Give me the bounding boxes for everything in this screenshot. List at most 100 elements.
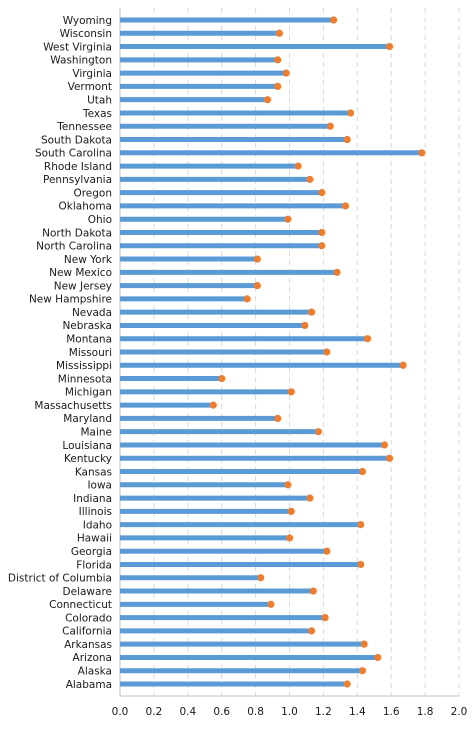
point-rhode-island: [294, 162, 302, 170]
x-tick-label: 1.0: [281, 706, 298, 718]
category-label-hawaii: Hawaii: [77, 533, 112, 545]
category-label-indiana: Indiana: [73, 493, 112, 505]
category-label-arizona: Arizona: [73, 652, 112, 664]
category-label-new-jersey: New Jersey: [54, 280, 112, 292]
category-label-missouri: Missouri: [69, 347, 112, 359]
category-label-virginia: Virginia: [72, 68, 112, 80]
category-label-minnesota: Minnesota: [58, 373, 112, 385]
category-label-florida: Florida: [76, 559, 112, 571]
category-label-south-carolina: South Carolina: [35, 148, 112, 160]
category-label-tennessee: Tennessee: [56, 121, 112, 133]
point-new-mexico: [333, 268, 341, 276]
point-maryland: [274, 414, 282, 422]
category-label-california: California: [62, 626, 112, 638]
point-iowa: [284, 481, 292, 489]
point-connecticut: [267, 600, 275, 608]
category-label-utah: Utah: [87, 94, 112, 106]
x-tick-label: 1.6: [383, 706, 400, 718]
category-label-pennsylvania: Pennsylvania: [43, 174, 112, 186]
point-ohio: [284, 215, 292, 223]
category-label-vermont: Vermont: [68, 81, 112, 93]
point-north-dakota: [318, 228, 326, 237]
x-tick-label: 0.8: [247, 706, 264, 718]
point-idaho: [357, 521, 365, 529]
category-label-new-hampshire: New Hampshire: [29, 294, 112, 306]
category-label-texas: Texas: [82, 108, 112, 120]
point-california: [307, 627, 316, 635]
category-label-colorado: Colorado: [65, 612, 112, 624]
point-illinois: [287, 507, 295, 515]
category-label-iowa: Iowa: [87, 480, 112, 492]
category-label-montana: Montana: [66, 334, 112, 346]
point-hawaii: [285, 534, 294, 542]
category-label-delaware: Delaware: [63, 586, 112, 598]
point-louisiana: [380, 441, 389, 449]
point-kentucky: [385, 454, 394, 462]
category-label-alaska: Alaska: [78, 666, 112, 678]
category-label-maryland: Maryland: [63, 413, 112, 425]
point-kansas: [358, 467, 366, 476]
point-south-carolina: [418, 149, 426, 157]
category-label-georgia: Georgia: [71, 546, 112, 558]
category-label-illinois: Illinois: [79, 506, 112, 518]
point-michigan: [287, 388, 295, 396]
x-tick-label: 0.0: [112, 706, 129, 718]
category-label-nevada: Nevada: [72, 307, 112, 319]
point-georgia: [323, 547, 331, 555]
category-label-kansas: Kansas: [75, 466, 112, 478]
point-missouri: [323, 348, 331, 356]
point-oregon: [318, 189, 326, 197]
point-new-hampshire: [243, 295, 251, 303]
category-label-nebraska: Nebraska: [62, 320, 112, 332]
point-mississippi: [399, 361, 407, 369]
point-new-jersey: [253, 282, 261, 290]
x-tick-label: 1.4: [349, 706, 366, 718]
point-tennessee: [326, 122, 334, 130]
category-label-michigan: Michigan: [65, 387, 112, 399]
point-maine: [314, 428, 322, 436]
point-florida: [357, 560, 365, 569]
category-label-wyoming: Wyoming: [63, 15, 112, 27]
category-label-connecticut: Connecticut: [49, 599, 112, 611]
category-label-wisconsin: Wisconsin: [60, 28, 112, 40]
x-tick-label: 0.2: [146, 706, 163, 718]
point-washington: [274, 56, 282, 64]
point-alaska: [358, 667, 366, 675]
category-label-massachusetts: Massachusetts: [34, 400, 112, 412]
point-texas: [346, 109, 355, 117]
category-label-west-virginia: West Virginia: [43, 41, 112, 53]
point-colorado: [321, 614, 329, 622]
point-vermont: [274, 82, 282, 90]
category-label-washington: Washington: [50, 55, 112, 67]
category-label-rhode-island: Rhode Island: [44, 161, 112, 173]
x-tick-label: 2.0: [451, 706, 468, 718]
point-virginia: [282, 69, 290, 77]
category-label-kentucky: Kentucky: [64, 453, 112, 465]
category-label-new-york: New York: [64, 254, 113, 266]
point-arizona: [374, 653, 382, 662]
point-west-virginia: [385, 42, 394, 51]
point-nevada: [307, 308, 316, 316]
point-utah: [263, 96, 272, 104]
point-massachusetts: [209, 401, 217, 409]
point-nebraska: [301, 321, 309, 330]
x-tick-label: 0.6: [213, 706, 230, 718]
category-label-oregon: Oregon: [73, 187, 112, 199]
category-label-louisiana: Louisiana: [62, 440, 112, 452]
point-minnesota: [218, 374, 226, 383]
point-north-carolina: [318, 242, 326, 250]
point-district-of-columbia: [257, 574, 265, 582]
point-alabama: [343, 680, 351, 688]
category-label-oklahoma: Oklahoma: [59, 201, 112, 213]
point-new-york: [253, 255, 261, 263]
point-wyoming: [329, 16, 338, 24]
point-delaware: [309, 587, 317, 595]
point-indiana: [306, 494, 314, 502]
category-label-district-of-columbia: District of Columbia: [8, 573, 112, 585]
x-tick-label: 0.4: [179, 706, 196, 718]
category-label-new-mexico: New Mexico: [49, 267, 112, 279]
point-montana: [363, 335, 372, 343]
point-south-dakota: [343, 135, 351, 144]
